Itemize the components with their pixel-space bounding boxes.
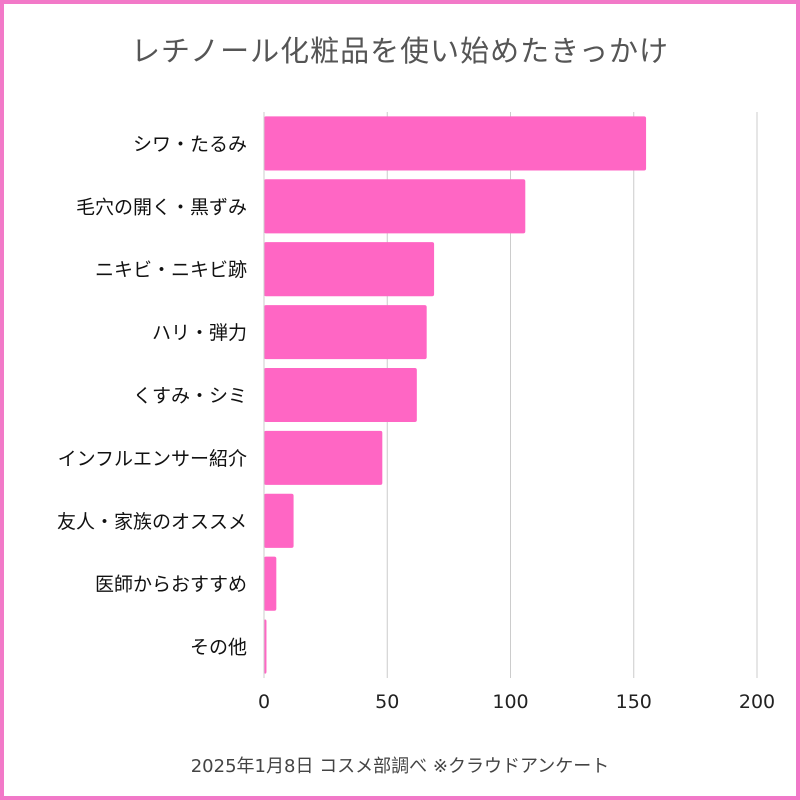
category-label-4: ハリ・弾力 [152, 322, 247, 344]
category-label-3: ニキビ・ニキビ跡 [95, 259, 247, 281]
source-note: 2025年1月8日 コスメ部調べ ※クラウドアンケート [190, 756, 610, 777]
bar-3 [264, 242, 435, 297]
bar-9 [264, 619, 267, 674]
category-label-2: 毛穴の開く・黒ずみ [76, 196, 247, 218]
bar-8 [264, 556, 277, 611]
x-tick-label-150: 150 [616, 691, 652, 713]
category-label-5: くすみ・シミ [133, 385, 247, 407]
x-tick-label-100: 100 [492, 691, 528, 713]
bars [264, 116, 647, 674]
category-label-6: インフルエンサー紹介 [58, 448, 247, 470]
x-tick-labels: 0 50 100 150 200 [258, 691, 775, 713]
bar-2 [264, 179, 526, 234]
category-label-9: その他 [190, 637, 247, 659]
chart-title: レチノール化粧品を使い始めたきっかけ [131, 34, 669, 68]
bar-1 [264, 116, 647, 171]
bar-4 [264, 305, 427, 360]
bar-5 [264, 367, 417, 423]
category-labels: シワ・たるみ毛穴の開く・黒ずみニキビ・ニキビ跡ハリ・弾力くすみ・シミインフルエン… [57, 133, 247, 658]
x-tick-label-0: 0 [258, 691, 270, 713]
bar-6 [264, 430, 383, 485]
category-label-7: 友人・家族のオススメ [57, 511, 247, 533]
bar-7 [264, 493, 294, 548]
x-tick-label-50: 50 [375, 691, 399, 713]
x-tick-label-200: 200 [739, 691, 775, 713]
category-label-1: シワ・たるみ [133, 133, 247, 155]
category-label-8: 医師からおすすめ [95, 574, 247, 596]
